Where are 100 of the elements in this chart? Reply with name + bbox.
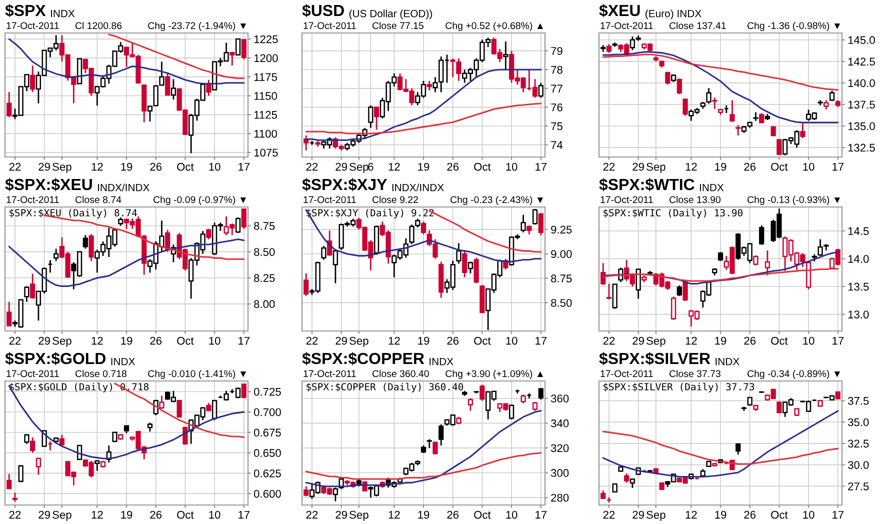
candlestick xyxy=(59,434,64,446)
x-tick-label: 17 xyxy=(238,336,250,345)
x-tick-label: 12 xyxy=(388,510,400,519)
text: Close 137.41 xyxy=(669,22,726,30)
x-tick-label: Oct xyxy=(474,336,491,345)
x-tick-label: 10 xyxy=(506,336,518,345)
y-tick-label: 14.0 xyxy=(848,254,869,263)
x-tick-label: Oct xyxy=(474,510,491,519)
chart-subtitle: INDX xyxy=(111,358,136,366)
x-tick-label: 26 xyxy=(447,162,459,171)
candlestick xyxy=(670,296,676,321)
x-tick-label: 22 xyxy=(603,336,615,345)
x-tick-label: Sep xyxy=(350,162,368,173)
line-series xyxy=(602,430,839,465)
x-tick-label: 19 xyxy=(715,162,726,171)
y-tick-label: 0.600 xyxy=(254,490,281,498)
x-tick-label: 26 xyxy=(744,510,756,519)
line-series xyxy=(305,102,542,134)
candlestick xyxy=(682,98,688,116)
x-tick-label: 29 xyxy=(632,336,644,345)
candlestick xyxy=(776,400,782,414)
candlestick xyxy=(759,112,764,124)
x-tick-label: 26 xyxy=(447,336,459,345)
text: 17-Oct-2011 xyxy=(600,22,653,30)
x-tick-label: 19 xyxy=(121,162,132,171)
candlestick xyxy=(538,213,544,236)
y-tick-label: 1175 xyxy=(254,73,277,81)
y-tick-label: 145.0 xyxy=(848,36,875,44)
x-tick-label: 26 xyxy=(150,510,162,519)
text: Chg -0.010 (-1.41%) ▼ xyxy=(148,370,246,380)
x-tick-label: 17 xyxy=(536,510,547,519)
y-tick-label: 0.725 xyxy=(254,388,281,396)
candlestick xyxy=(770,125,776,138)
candlestick xyxy=(682,280,688,302)
candlestick xyxy=(503,40,508,70)
chart-title: $SPX:$XJY xyxy=(302,178,387,192)
chart-subtitle: (Euro) INDX xyxy=(646,10,702,20)
line-series xyxy=(108,34,245,80)
text: 17-Oct-2011 xyxy=(6,370,59,378)
candlestick xyxy=(6,91,12,118)
candlestick xyxy=(235,38,241,56)
x-tick-label: 22 xyxy=(9,510,21,519)
x-tick-label: 19 xyxy=(121,510,132,519)
x-tick-label: 19 xyxy=(418,162,430,171)
y-tick-label: 135.0 xyxy=(848,122,875,130)
x-tick-label: 10 xyxy=(803,162,814,171)
text: Chg -0.09 (-0.97%) ▼ xyxy=(154,196,246,206)
x-tick-label: Oct xyxy=(177,162,194,171)
x-tick-label: 22 xyxy=(306,510,318,519)
x-tick-label: 29 xyxy=(38,162,50,171)
candlestick xyxy=(235,216,241,234)
text: 17-Oct-2011 xyxy=(6,22,59,30)
x-tick-label: Sep xyxy=(350,336,368,347)
x-tick-label: 22 xyxy=(306,336,318,345)
chart-title: $SPX xyxy=(5,4,46,18)
x-tick-label: 10 xyxy=(209,510,220,519)
text: Chg +0.52 (+0.68%) ▲ xyxy=(446,22,544,32)
text: Chg -1.36 (-0.98%) ▼ xyxy=(748,22,840,32)
y-tick-label: 8.25 xyxy=(254,274,275,282)
x-tick-label: Sep xyxy=(350,510,368,521)
x-tick-label: 19 xyxy=(418,336,430,345)
x-tick-label: 29 xyxy=(632,162,644,171)
x-tick-label: 26 xyxy=(744,336,756,345)
candlestick xyxy=(508,404,514,420)
candlestick xyxy=(432,441,438,455)
x-tick-label: Oct xyxy=(771,336,788,345)
x-tick-label: 26 xyxy=(744,162,756,171)
y-tick-label: 13.0 xyxy=(848,310,869,318)
candlestick xyxy=(706,87,712,104)
y-tick-label: 1100 xyxy=(254,130,278,138)
x-tick-label: 6 xyxy=(368,162,374,171)
x-tick-label: Sep xyxy=(646,510,666,521)
candlestick xyxy=(462,250,468,278)
x-tick-label: 22 xyxy=(306,162,318,171)
candlestick xyxy=(800,122,806,139)
candlestick xyxy=(409,224,414,245)
y-tick-label: 8.50 xyxy=(551,298,572,307)
y-tick-label: 13.5 xyxy=(848,282,869,291)
chart-title: $USD xyxy=(302,4,344,18)
x-tick-label: 19 xyxy=(715,510,726,519)
y-tick-label: 1150 xyxy=(254,92,278,100)
y-tick-label: 280 xyxy=(551,494,569,502)
candlestick xyxy=(206,79,212,96)
candlestick xyxy=(532,208,538,226)
text: Chg +3.90 (+1.09%) ▲ xyxy=(446,370,544,380)
y-tick-label: 1125 xyxy=(254,110,277,119)
candlestick xyxy=(30,436,36,454)
x-tick-label: 12 xyxy=(92,336,103,345)
x-tick-label: Oct xyxy=(771,510,788,519)
y-tick-label: 0.700 xyxy=(254,408,281,416)
line-series xyxy=(602,51,839,124)
candlestick xyxy=(676,284,682,297)
text: Chg -0.13 (-0.93%) ▼ xyxy=(748,196,840,206)
y-tick-label: 142.5 xyxy=(848,58,875,66)
candlestick xyxy=(759,224,764,246)
candlestick xyxy=(624,472,630,484)
candlestick xyxy=(165,72,170,96)
x-tick-label: 19 xyxy=(121,336,132,345)
y-tick-label: 0.675 xyxy=(254,428,281,437)
candlestick xyxy=(241,39,246,60)
